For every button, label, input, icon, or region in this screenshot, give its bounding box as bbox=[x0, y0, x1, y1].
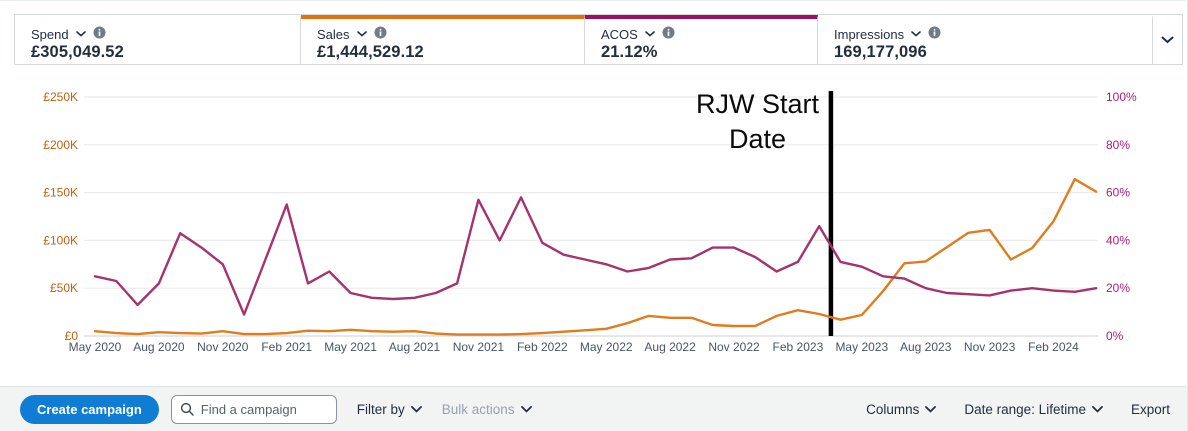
metric-label: ACOS bbox=[601, 26, 638, 42]
x-axis-label: Feb 2021 bbox=[261, 340, 312, 354]
chevron-down-icon bbox=[1161, 36, 1174, 44]
chevron-down-icon[interactable] bbox=[356, 31, 367, 37]
info-icon[interactable] bbox=[662, 26, 675, 42]
x-axis-label: Nov 2020 bbox=[197, 340, 249, 354]
left-axis-label: £50K bbox=[50, 281, 78, 295]
metric-card-impressions[interactable]: Impressions 169,177,096 bbox=[818, 15, 1153, 64]
metric-value: 21.12% bbox=[601, 43, 658, 61]
filter-by-label: Filter by bbox=[356, 401, 405, 417]
export-button[interactable]: Export bbox=[1131, 402, 1170, 417]
chevron-down-icon[interactable] bbox=[645, 31, 655, 37]
x-axis-label: Nov 2023 bbox=[964, 340, 1016, 354]
right-axis-label: 60% bbox=[1106, 186, 1130, 200]
x-axis-label: May 2023 bbox=[835, 340, 888, 354]
date-range-dropdown[interactable]: Date range: Lifetime bbox=[964, 402, 1103, 417]
columns-dropdown[interactable]: Columns bbox=[866, 401, 937, 417]
search-icon bbox=[180, 402, 194, 421]
collapse-chart-button[interactable] bbox=[1153, 15, 1182, 64]
x-axis-label: May 2020 bbox=[69, 340, 122, 354]
x-axis-label: Aug 2023 bbox=[900, 340, 952, 354]
right-axis-label: 40% bbox=[1106, 233, 1130, 247]
x-axis-label: May 2021 bbox=[324, 340, 377, 354]
right-axis-label: 80% bbox=[1106, 138, 1130, 152]
metric-card-spend[interactable]: Spend £305,049.52 bbox=[15, 15, 301, 64]
date-range-label: Date range: Lifetime bbox=[964, 401, 1086, 417]
x-axis-label: Feb 2022 bbox=[517, 340, 568, 354]
left-axis-label: £100K bbox=[43, 233, 78, 247]
acos-line bbox=[93, 196, 1098, 316]
metric-card-sales[interactable]: Sales £1,444,529.12 bbox=[301, 15, 585, 64]
sales-line bbox=[93, 177, 1098, 336]
right-axis-label: 100% bbox=[1106, 90, 1137, 104]
x-axis-label: Feb 2023 bbox=[773, 340, 824, 354]
metric-card-acos[interactable]: ACOS 21.12% bbox=[585, 15, 818, 64]
left-axis-label: £250K bbox=[43, 90, 78, 104]
metrics-bar: Spend £305,049.52 Sales £1,444,5 bbox=[14, 14, 1183, 65]
campaigns-toolbar: Create campaign Filter by Bulk actions C… bbox=[0, 386, 1187, 431]
metric-value: £1,444,529.12 bbox=[317, 43, 424, 61]
chevron-down-icon[interactable] bbox=[911, 31, 921, 37]
x-axis-label: Aug 2022 bbox=[644, 340, 696, 354]
chevron-down-icon bbox=[925, 405, 937, 413]
x-axis-label: Nov 2022 bbox=[708, 340, 760, 354]
metric-label: Sales bbox=[317, 26, 350, 42]
search-input[interactable] bbox=[170, 394, 337, 424]
info-icon[interactable] bbox=[928, 26, 941, 42]
x-axis-label: Aug 2020 bbox=[133, 340, 185, 354]
chevron-down-icon bbox=[1092, 405, 1103, 413]
export-label: Export bbox=[1130, 401, 1170, 417]
x-axis-label: Feb 2024 bbox=[1028, 340, 1079, 354]
chevron-down-icon[interactable] bbox=[75, 31, 86, 37]
metric-value: £305,049.52 bbox=[31, 43, 124, 61]
trend-chart: £0 0% £50K 20% £100K 40% £150K 60% £200K 80% £250K… bbox=[43, 90, 1137, 354]
x-axis-label: May 2022 bbox=[580, 340, 633, 354]
info-icon[interactable] bbox=[374, 26, 387, 42]
chevron-down-icon bbox=[410, 405, 422, 413]
metric-label: Spend bbox=[31, 26, 69, 42]
metric-value: 169,177,096 bbox=[834, 43, 927, 61]
right-axis-label: 20% bbox=[1106, 281, 1130, 295]
metric-label: Impressions bbox=[834, 26, 905, 42]
left-axis-label: £0 bbox=[65, 329, 79, 343]
left-axis-label: £150K bbox=[43, 186, 78, 200]
left-axis-label: £200K bbox=[43, 138, 78, 152]
filter-by-dropdown[interactable]: Filter by bbox=[357, 402, 422, 417]
bulk-actions-dropdown[interactable]: Bulk actions bbox=[442, 402, 532, 417]
bulk-actions-label: Bulk actions bbox=[441, 401, 515, 417]
right-axis-label: 0% bbox=[1106, 329, 1124, 343]
info-icon[interactable] bbox=[93, 26, 106, 42]
x-axis-label: Nov 2021 bbox=[453, 340, 505, 354]
create-campaign-button[interactable]: Create campaign bbox=[20, 394, 159, 424]
x-axis-label: Aug 2021 bbox=[389, 340, 441, 354]
chevron-down-icon bbox=[520, 405, 532, 413]
chart-area: £0 0% £50K 20% £100K 40% £150K 60% £200K 80% £250K… bbox=[0, 65, 1187, 375]
campaign-search bbox=[170, 394, 337, 424]
columns-label: Columns bbox=[866, 401, 920, 417]
